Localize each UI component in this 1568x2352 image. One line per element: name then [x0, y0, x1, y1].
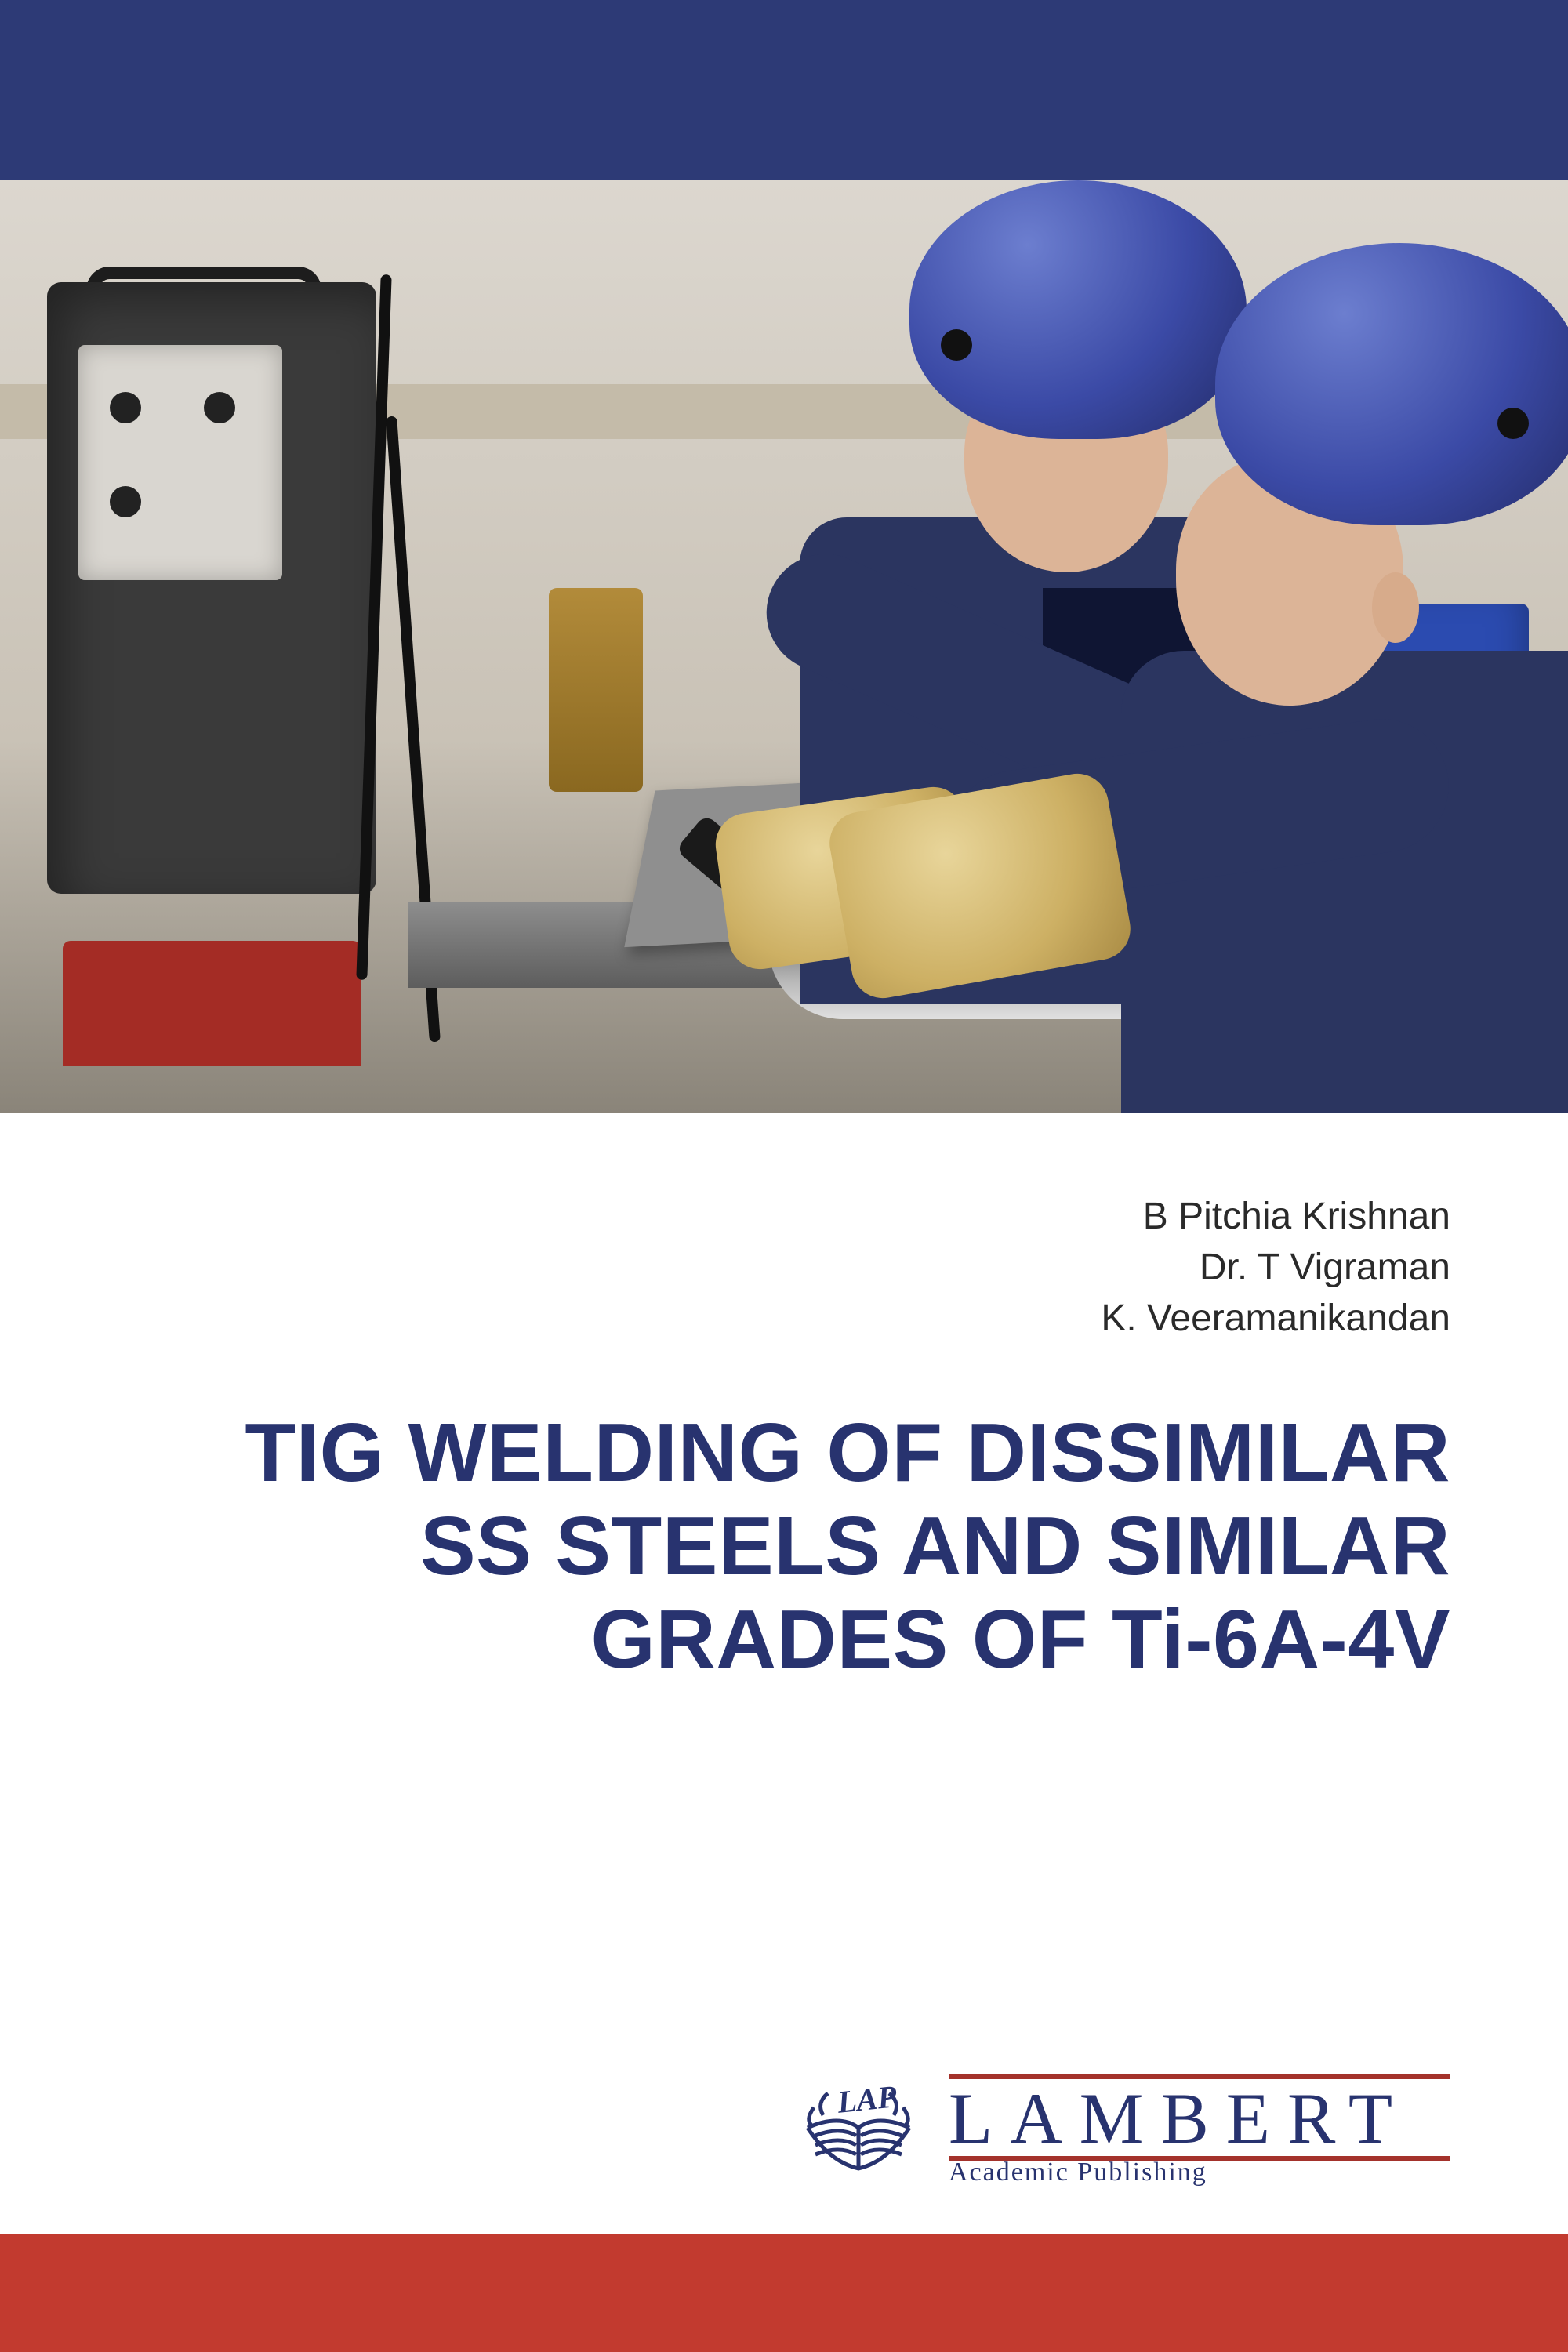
ear — [1372, 572, 1419, 643]
title-line: SS STEELS AND SIMILAR — [118, 1500, 1450, 1593]
book-title: TIG WELDING OF DISSIMILAR SS STEELS AND … — [118, 1406, 1450, 1686]
author-name: B Pitchia Krishnan — [118, 1192, 1450, 1243]
helmet-pivot — [941, 329, 972, 361]
gas-regulator — [549, 588, 643, 792]
lap-badge-text: LAP — [836, 2078, 898, 2121]
bottom-color-band — [0, 2234, 1568, 2352]
publisher-subtitle: Academic Publishing — [949, 2158, 1450, 2187]
author-name: Dr. T Vigraman — [118, 1243, 1450, 1294]
machine-control-panel — [78, 345, 282, 580]
author-list: B Pitchia Krishnan Dr. T Vigraman K. Vee… — [118, 1192, 1450, 1344]
lap-book-icon: LAP — [792, 2076, 925, 2186]
cover-photo — [0, 180, 1568, 1113]
machine-base — [63, 941, 361, 1066]
cover-text-block: B Pitchia Krishnan Dr. T Vigraman K. Vee… — [0, 1113, 1568, 1686]
dial-icon — [110, 392, 141, 423]
helmet-pivot — [1497, 408, 1529, 439]
publisher-wordmark: LAMBERT Academic Publishing — [949, 2074, 1450, 2187]
author-name: K. Veeramanikandan — [118, 1294, 1450, 1345]
title-line: GRADES OF Ti-6A-4V — [118, 1593, 1450, 1686]
trainee-figure — [1121, 243, 1568, 1058]
coverall — [1121, 651, 1568, 1113]
title-line: TIG WELDING OF DISSIMILAR — [118, 1406, 1450, 1500]
dial-icon — [204, 392, 235, 423]
welding-helmet-icon — [1215, 243, 1568, 525]
publisher-name: LAMBERT — [949, 2079, 1450, 2156]
dial-icon — [110, 486, 141, 517]
top-color-band — [0, 0, 1568, 180]
publisher-logo: LAP LAMBERT Academic — [0, 2074, 1568, 2187]
